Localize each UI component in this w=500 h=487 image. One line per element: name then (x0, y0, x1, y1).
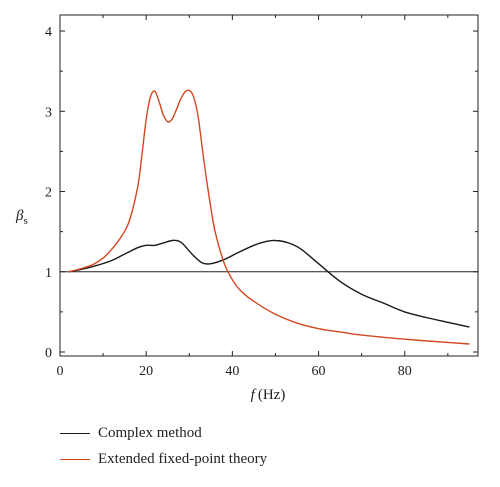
y-tick-label-3: 3 (45, 105, 52, 120)
legend-label-extended-fixed-point-theory: Extended fixed-point theory (98, 450, 268, 467)
x-tick-label-0: 0 (57, 364, 64, 379)
legend-item-complex-method: Complex method (60, 420, 267, 446)
legend-swatch-extended-fixed-point-theory (60, 458, 90, 460)
series-line-extended-fixed-point-theory (68, 89, 470, 345)
x-axis-label: f (Hz) (251, 387, 286, 403)
y-tick-label-1: 1 (45, 266, 52, 281)
legend: Complex method Extended fixed-point theo… (60, 420, 267, 472)
x-tick-label-60: 60 (312, 364, 326, 379)
ticks-layer: 0 20 40 60 80 0 1 2 3 4 (45, 15, 478, 379)
line-chart: 0 20 40 60 80 0 1 2 3 4 f (Hz) βs (15, 14, 479, 403)
legend-item-extended-fixed-point-theory: Extended fixed-point theory (60, 446, 267, 472)
y-tick-label-4: 4 (45, 25, 52, 40)
series-layer (68, 89, 470, 345)
legend-swatch-complex-method (60, 432, 90, 434)
legend-label-complex-method: Complex method (98, 424, 202, 441)
y-tick-label-0: 0 (45, 346, 52, 361)
x-tick-label-20: 20 (139, 364, 153, 379)
y-axis-label: βs (15, 208, 28, 227)
plot-area-border (59, 14, 479, 357)
y-tick-label-2: 2 (45, 186, 52, 201)
plot-frame (59, 14, 479, 357)
x-tick-label-40: 40 (225, 364, 239, 379)
x-tick-label-80: 80 (398, 364, 412, 379)
series-line-complex-method (68, 239, 470, 328)
